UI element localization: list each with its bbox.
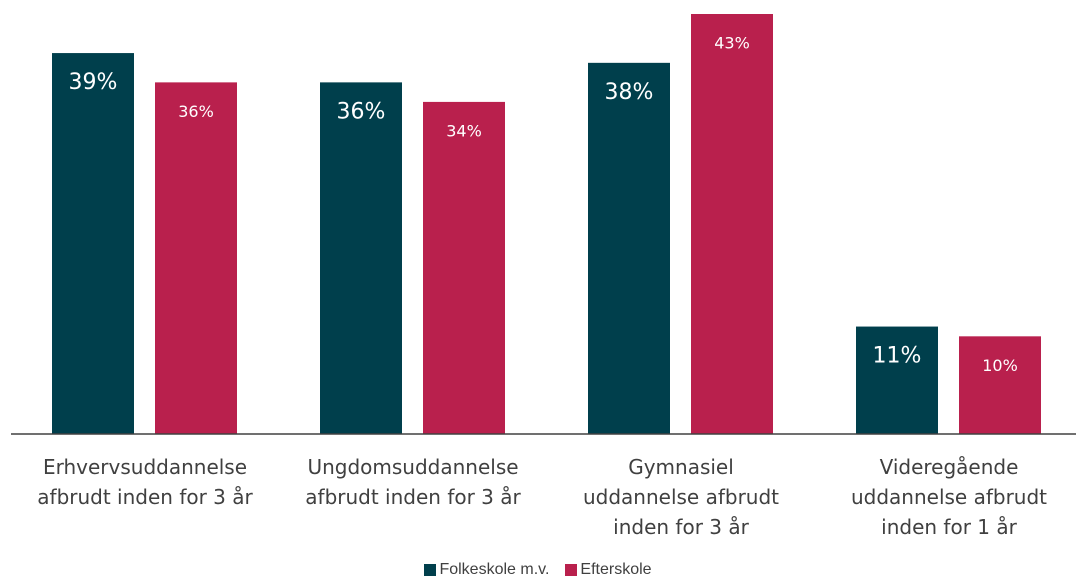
category-label: Gymnasiel uddannelse afbrudt inden for 3… (582, 455, 780, 539)
data-label: 11% (873, 344, 922, 369)
category-label: Erhvervsuddannelse afbrudt inden for 3 å… (37, 455, 253, 509)
category-label: Ungdomsuddannelse afbrudt inden for 3 år (305, 455, 521, 509)
data-label: 10% (982, 356, 1018, 375)
legend-item: Folkeskole m.v. (424, 561, 549, 579)
data-label: 38% (605, 80, 654, 105)
bar (320, 82, 402, 434)
bar (856, 326, 938, 434)
legend-label: Efterskole (580, 561, 652, 578)
legend: Folkeskole m.v. Efterskole (0, 561, 1076, 579)
data-label: 36% (178, 102, 214, 121)
bar (52, 53, 134, 435)
bar (423, 101, 505, 434)
bar (155, 82, 237, 434)
data-label: 43% (714, 34, 750, 53)
category-label: Videregående uddannelse afbrudt inden fo… (850, 455, 1048, 539)
bar (691, 14, 773, 434)
data-label: 36% (337, 99, 386, 124)
bar (959, 336, 1041, 434)
legend-label: Folkeskole m.v. (439, 561, 550, 578)
legend-item: Efterskole (565, 561, 652, 579)
legend-swatch (565, 564, 578, 576)
data-label: 34% (446, 121, 482, 140)
legend-swatch (424, 564, 437, 576)
data-label: 39% (69, 70, 118, 95)
bar (588, 62, 670, 434)
